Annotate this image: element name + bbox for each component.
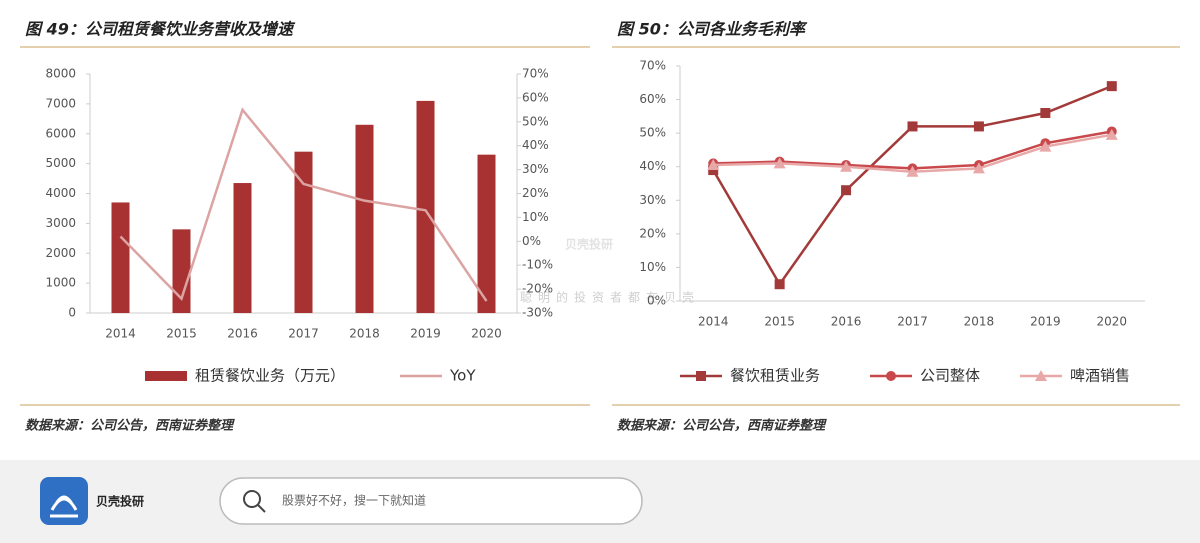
- point: [773, 157, 786, 169]
- y-tick-label: 6000: [45, 126, 76, 140]
- legend-label: YoY: [449, 367, 476, 385]
- y-tick-label: 50%: [639, 126, 666, 140]
- x-tick-label: 2016: [831, 315, 862, 329]
- point: [707, 159, 720, 171]
- legend-label: 租赁餐饮业务（万元）: [195, 367, 345, 385]
- x-tick-label: 2017: [897, 315, 928, 329]
- chart-title: 图 49：公司租赁餐饮业务营收及增速: [25, 20, 296, 39]
- point: [1040, 108, 1051, 118]
- point: [972, 162, 985, 174]
- bar: [355, 124, 374, 313]
- point: [840, 160, 853, 172]
- point: [1106, 81, 1117, 92]
- legend-marker: [886, 371, 896, 381]
- bar: [416, 100, 435, 313]
- legend-marker: [696, 371, 706, 381]
- y-tick-label: 60%: [639, 92, 666, 106]
- y-tick-label: 2000: [45, 246, 76, 260]
- y2-tick-label: -20%: [522, 282, 553, 296]
- y-tick-label: 7000: [45, 96, 76, 110]
- x-tick-label: 2018: [349, 327, 380, 341]
- x-tick-label: 2020: [471, 327, 502, 341]
- point: [973, 121, 984, 132]
- y2-tick-label: 10%: [522, 210, 549, 224]
- legend-label: 公司整体: [920, 367, 980, 385]
- x-tick-label: 2020: [1097, 315, 1128, 329]
- watermark-slogan: 聪明的投资者都在贝壳: [520, 290, 700, 305]
- legend-swatch: [145, 371, 187, 381]
- y2-tick-label: -30%: [522, 306, 553, 320]
- y-tick-label: 5000: [45, 156, 76, 170]
- point: [841, 185, 852, 196]
- point: [907, 121, 918, 132]
- search-placeholder[interactable]: 股票好不好，搜一下就知道: [282, 493, 426, 508]
- y2-tick-label: 70%: [522, 67, 549, 81]
- y-tick-label: 8000: [45, 67, 76, 81]
- bar: [477, 154, 496, 313]
- x-tick-label: 2015: [764, 315, 795, 329]
- bar: [172, 229, 191, 313]
- search-box[interactable]: [219, 477, 643, 525]
- footer-logo[interactable]: [40, 477, 88, 525]
- watermark-brand: 贝壳投研: [565, 237, 613, 252]
- y-tick-label: 70%: [639, 59, 666, 73]
- point: [906, 165, 919, 177]
- y-tick-label: 3000: [45, 216, 76, 230]
- search-icon-handle: [257, 504, 266, 513]
- y2-tick-label: -10%: [522, 258, 553, 272]
- y-tick-label: 1000: [45, 276, 76, 290]
- point: [1105, 128, 1118, 140]
- bar: [294, 151, 313, 313]
- y2-tick-label: 20%: [522, 186, 549, 200]
- logo-icon: [50, 495, 78, 518]
- x-tick-label: 2019: [410, 327, 441, 341]
- y-tick-label: 4000: [45, 186, 76, 200]
- legend-marker: [1035, 370, 1047, 381]
- bar: [111, 202, 130, 313]
- chart-title: 图 50：公司各业务毛利率: [617, 20, 808, 39]
- y-tick-label: 0: [68, 306, 76, 320]
- x-tick-label: 2015: [166, 327, 197, 341]
- y2-tick-label: 50%: [522, 114, 549, 128]
- x-tick-label: 2017: [288, 327, 319, 341]
- search-icon: [243, 490, 261, 508]
- y2-tick-label: 30%: [522, 162, 549, 176]
- bar: [233, 183, 252, 313]
- legend-label: 啤酒销售: [1070, 367, 1130, 385]
- y2-tick-label: 40%: [522, 138, 549, 152]
- source: 数据来源：公司公告，西南证券整理: [25, 418, 235, 434]
- x-tick-label: 2019: [1030, 315, 1061, 329]
- y-tick-label: 30%: [639, 193, 666, 207]
- line: [119, 107, 488, 302]
- y-tick-label: 40%: [639, 159, 666, 173]
- point: [774, 279, 785, 290]
- x-tick-label: 2014: [698, 315, 729, 329]
- point: [708, 165, 719, 176]
- y-tick-label: 0%: [647, 294, 666, 308]
- legend-label: 餐饮租赁业务: [730, 367, 820, 385]
- x-tick-label: 2016: [227, 327, 258, 341]
- y2-tick-label: 0%: [522, 234, 541, 248]
- x-tick-label: 2014: [105, 327, 136, 341]
- y-tick-label: 10%: [639, 260, 666, 274]
- footer-brand[interactable]: 贝壳投研: [96, 494, 144, 509]
- y2-tick-label: 60%: [522, 90, 549, 104]
- point: [1039, 140, 1052, 152]
- source: 数据来源：公司公告，西南证券整理: [617, 418, 827, 434]
- y-tick-label: 20%: [639, 226, 666, 240]
- x-tick-label: 2018: [964, 315, 995, 329]
